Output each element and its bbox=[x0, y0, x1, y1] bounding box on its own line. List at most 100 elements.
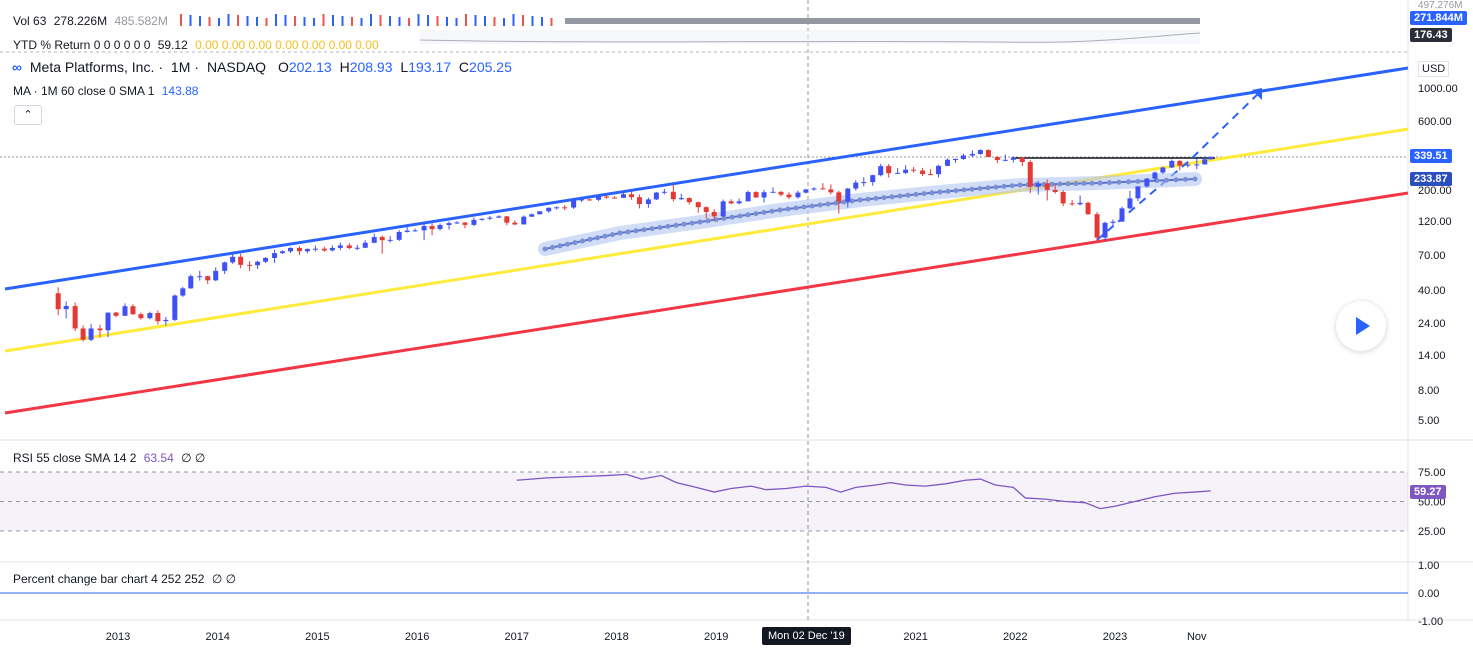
candle-body-102 bbox=[903, 169, 909, 173]
ma-legend-value: 143.88 bbox=[161, 84, 199, 98]
ma-bead bbox=[1154, 178, 1160, 184]
ohlc-o: 202.13 bbox=[288, 59, 332, 75]
volume-bar-strip bbox=[565, 18, 1200, 24]
rsi-tick-label-1: 50.00 bbox=[1418, 497, 1446, 509]
ma-bead bbox=[769, 208, 775, 214]
channel-upper-line bbox=[4, 66, 1409, 291]
volume-bar bbox=[265, 18, 268, 26]
rsi-legend-value: 63.54 bbox=[143, 451, 174, 465]
time-tick-label-6: 2019 bbox=[704, 631, 728, 643]
volume-bar bbox=[256, 17, 258, 26]
ma-bead bbox=[681, 221, 687, 227]
candle-body-131 bbox=[1144, 178, 1150, 187]
candle-body-115 bbox=[1010, 157, 1016, 160]
ma-legend: MA · 1M 60 close 0 SMA 1 143.88 bbox=[13, 84, 202, 98]
candle-body-2 bbox=[72, 306, 78, 329]
candle-body-76 bbox=[686, 198, 692, 203]
candle-body-11 bbox=[147, 313, 153, 319]
candle-body-79 bbox=[711, 211, 717, 217]
volume-bar bbox=[189, 15, 192, 26]
candle-body-59 bbox=[546, 207, 552, 212]
candle-body-19 bbox=[213, 270, 219, 281]
candle-body-123 bbox=[1077, 202, 1083, 205]
candle-body-57 bbox=[529, 214, 535, 217]
volume-bar bbox=[303, 17, 306, 26]
ma-legend-label: MA · 1M 60 close 0 SMA 1 bbox=[13, 84, 155, 98]
replay-play-button[interactable] bbox=[1336, 301, 1386, 351]
time-tick-label-4: 2017 bbox=[505, 631, 529, 643]
price-tick-label-6: 70.00 bbox=[1418, 250, 1446, 262]
ma-bead bbox=[849, 198, 855, 204]
ma-bead bbox=[897, 193, 903, 199]
candle-body-22 bbox=[238, 256, 244, 265]
ma-bead bbox=[993, 184, 999, 190]
candle-body-80 bbox=[720, 201, 726, 217]
rsi-legend: RSI 55 close SMA 14 2 63.54 ∅ ∅ bbox=[13, 451, 209, 465]
ma-bead bbox=[1073, 181, 1079, 187]
symbol-sep1: · bbox=[158, 59, 164, 75]
candle-body-36 bbox=[354, 247, 360, 249]
volume-bar bbox=[408, 18, 410, 26]
candle-body-40 bbox=[387, 239, 393, 241]
collapse-legend-button[interactable]: ⌃ bbox=[14, 105, 42, 125]
ma-bead bbox=[961, 187, 967, 193]
volume-bar bbox=[455, 18, 458, 26]
time-tick-label-0: 2013 bbox=[106, 631, 130, 643]
ma-bead bbox=[833, 200, 839, 206]
ma-bead bbox=[713, 217, 719, 223]
ytd-legend-value: 59.12 bbox=[157, 38, 188, 52]
candle-body-74 bbox=[670, 191, 676, 200]
candle-body-111 bbox=[977, 150, 983, 154]
time-tick-label-5: 2018 bbox=[604, 631, 628, 643]
ma-bead bbox=[977, 186, 983, 191]
volume-bar bbox=[474, 15, 477, 26]
ma-bead bbox=[705, 218, 711, 224]
candle-body-104 bbox=[920, 170, 926, 175]
candle-body-63 bbox=[579, 199, 585, 201]
symbol-name: Meta Platforms, Inc. bbox=[29, 59, 155, 75]
candle-body-114 bbox=[1002, 159, 1008, 161]
candle-body-41 bbox=[396, 231, 402, 240]
projection-arrowhead bbox=[1252, 88, 1262, 100]
ma-bead bbox=[641, 227, 647, 233]
time-tick-label-10: Nov bbox=[1187, 631, 1207, 643]
candle-body-64 bbox=[587, 199, 593, 201]
ma-bead bbox=[1001, 183, 1007, 189]
candle-body-48 bbox=[454, 222, 460, 224]
volume-bar bbox=[512, 14, 515, 26]
volume-bar bbox=[199, 16, 201, 26]
candle-body-27 bbox=[280, 251, 286, 254]
volume-bar bbox=[284, 15, 287, 26]
candle-body-126 bbox=[1102, 222, 1108, 238]
candle-body-34 bbox=[337, 245, 343, 248]
candle-body-12 bbox=[155, 313, 161, 322]
rsi-legend-extra: ∅ ∅ bbox=[181, 451, 206, 465]
candle-body-127 bbox=[1110, 221, 1116, 223]
candle-body-15 bbox=[180, 288, 186, 296]
ma-bead bbox=[873, 195, 879, 201]
volume-bar bbox=[389, 16, 391, 26]
ma-bead bbox=[937, 189, 943, 195]
candle-body-39 bbox=[379, 237, 385, 241]
volume-legend: Vol 63 278.226M 485.582M bbox=[13, 14, 172, 28]
ma-bead bbox=[689, 220, 695, 226]
ma-bead bbox=[985, 185, 991, 191]
pct-legend-extra: ∅ ∅ bbox=[211, 572, 237, 586]
ohlc-h: 208.93 bbox=[349, 59, 393, 75]
pct-tick-label-2: -1.00 bbox=[1418, 616, 1443, 628]
candle-body-18 bbox=[205, 276, 211, 281]
candle-body-1 bbox=[63, 306, 69, 310]
ma-bead bbox=[921, 191, 927, 197]
currency-label[interactable]: USD bbox=[1418, 61, 1450, 77]
candle-body-60 bbox=[554, 207, 560, 209]
meta-logo-icon: ∞ bbox=[12, 59, 22, 75]
candle-body-139 bbox=[1208, 157, 1214, 160]
rsi-line bbox=[516, 473, 1211, 510]
candle-body-103 bbox=[911, 169, 917, 171]
candle-body-129 bbox=[1127, 198, 1133, 209]
ma-bead bbox=[1173, 177, 1179, 183]
ma-bead bbox=[625, 229, 631, 235]
candle-body-128 bbox=[1119, 208, 1125, 222]
candle-body-23 bbox=[247, 264, 253, 266]
price-tick-label-9: 14.00 bbox=[1418, 350, 1446, 362]
